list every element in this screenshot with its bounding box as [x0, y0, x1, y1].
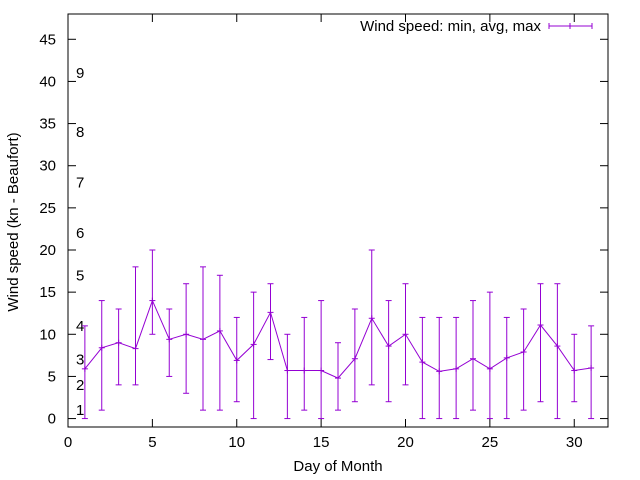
plot-border [67, 13, 609, 428]
x-tick-label: 25 [482, 434, 499, 451]
avg-point [284, 367, 291, 374]
avg-point [351, 355, 358, 362]
plot-frame [67, 13, 609, 428]
beaufort-label: 7 [76, 175, 84, 192]
x-axis-ticks: 0 5 10 15 20 25 30 [64, 14, 583, 451]
error-bar [81, 325, 88, 420]
y-tick-label: 0 [48, 411, 56, 428]
y-tick-label: 20 [39, 242, 56, 259]
avg-point [503, 354, 510, 361]
avg-point [385, 343, 392, 350]
x-tick-label: 30 [566, 434, 583, 451]
avg-point [301, 367, 308, 374]
error-bar [419, 316, 426, 420]
beaufort-label: 8 [76, 124, 84, 141]
error-bar [486, 291, 493, 420]
legend-label: Wind speed: min, avg, max [360, 18, 541, 35]
avg-point [419, 359, 426, 366]
beaufort-label: 6 [76, 225, 84, 242]
error-bar [588, 325, 595, 420]
legend: Wind speed: min, avg, max [360, 18, 593, 35]
avg-point [233, 357, 240, 364]
error-bar [301, 316, 308, 411]
error-bar [250, 291, 257, 420]
avg-point [402, 331, 409, 338]
avg-point [368, 315, 375, 322]
avg-point [267, 309, 274, 316]
x-axis-title: Day of Month [293, 458, 382, 475]
avg-point [216, 327, 223, 334]
x-tick-label: 0 [64, 434, 72, 451]
y-tick-label: 5 [48, 368, 56, 385]
x-tick-label: 15 [313, 434, 330, 451]
avg-point [571, 367, 578, 374]
x-tick-label: 10 [228, 434, 245, 451]
y-axis-title: Wind speed (kn - Beaufort) [5, 132, 22, 311]
error-bar [267, 283, 274, 361]
avg-point [149, 297, 156, 304]
avg-point [200, 336, 206, 343]
beaufort-label: 1 [76, 402, 84, 419]
avg-point [115, 339, 122, 346]
error-bar [318, 300, 325, 420]
error-bar [149, 249, 156, 335]
error-bar [216, 274, 223, 411]
avg-point [183, 331, 190, 338]
y-tick-label: 35 [39, 116, 56, 133]
avg-point [537, 322, 544, 329]
avg-point [470, 355, 476, 362]
error-bar [470, 300, 476, 411]
avg-point [132, 345, 139, 352]
error-bar [166, 308, 173, 377]
beaufort-label: 2 [76, 377, 84, 394]
error-bar [554, 283, 561, 420]
beaufort-label: 9 [76, 65, 84, 82]
avg-point [335, 375, 341, 382]
error-bar [385, 300, 392, 403]
avg-point [453, 365, 460, 372]
avg-point [554, 343, 561, 350]
avg-point [250, 341, 257, 348]
avg-point [166, 336, 173, 343]
y-tick-label: 15 [39, 284, 56, 301]
avg-point [436, 368, 443, 375]
series-line-group [81, 297, 595, 382]
avg-point [81, 365, 88, 372]
y-tick-label: 30 [39, 158, 56, 175]
beaufort-label: 4 [76, 318, 84, 335]
error-bar [503, 316, 510, 420]
error-bar [520, 308, 527, 411]
error-bar [98, 300, 105, 411]
y-tick-label: 40 [39, 73, 56, 90]
avg-point [588, 365, 595, 371]
error-bar [132, 266, 139, 386]
avg-point [486, 365, 493, 372]
error-bar [351, 308, 358, 403]
error-bar [183, 283, 190, 394]
error-bar [537, 283, 544, 403]
avg-point [318, 367, 325, 374]
beaufort-label: 5 [76, 267, 84, 284]
x-tick-label: 20 [397, 434, 414, 451]
error-bar [115, 308, 122, 386]
y-tick-label: 10 [39, 326, 56, 343]
y-tick-label: 25 [39, 200, 56, 217]
avg-point [98, 344, 105, 351]
y-tick-label: 45 [39, 31, 56, 48]
avg-point [520, 348, 527, 355]
x-tick-label: 5 [148, 434, 156, 451]
beaufort-scale-labels: 1 2 3 4 5 6 7 8 9 [76, 65, 84, 419]
beaufort-label: 3 [76, 352, 84, 369]
error-bars [81, 249, 595, 420]
error-bar [284, 333, 291, 420]
error-bar [436, 316, 443, 420]
